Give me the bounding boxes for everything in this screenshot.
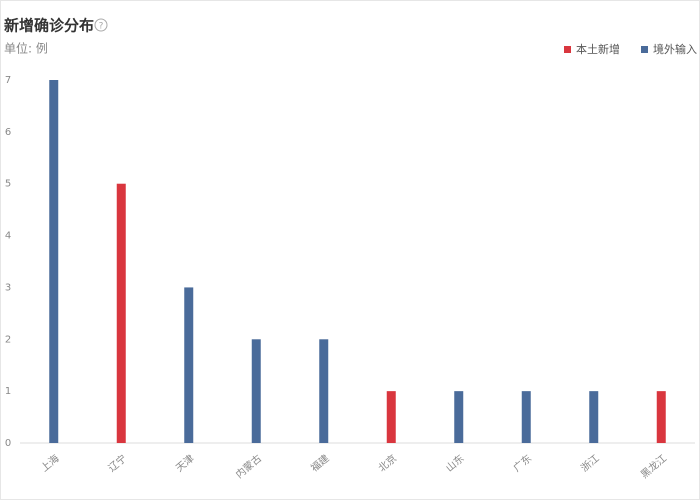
- y-tick-label: 5: [5, 179, 11, 190]
- help-icon-mark: ?: [99, 22, 104, 32]
- bar: [319, 339, 329, 443]
- legend-swatch: [641, 46, 648, 53]
- y-tick-label: 7: [5, 75, 11, 86]
- bar: [454, 391, 464, 443]
- chart-subtitle: 单位: 例: [4, 41, 48, 56]
- bar: [656, 391, 666, 443]
- bar: [386, 391, 396, 443]
- y-tick-label: 0: [5, 438, 11, 449]
- legend-label: 境外输入: [653, 42, 697, 56]
- y-tick-label: 6: [5, 127, 11, 138]
- y-tick-label: 1: [5, 386, 11, 397]
- bar: [521, 391, 531, 443]
- bar: [49, 80, 59, 443]
- legend-swatch: [564, 46, 571, 53]
- legend-label: 本土新增: [576, 42, 620, 56]
- bar: [184, 287, 194, 443]
- y-tick-label: 2: [5, 334, 11, 345]
- bar: [251, 339, 261, 443]
- y-tick-label: 3: [5, 282, 11, 293]
- bar: [589, 391, 599, 443]
- help-icon[interactable]: [94, 18, 108, 32]
- y-tick-label: 4: [5, 231, 11, 242]
- chart-title: 新增确诊分布: [4, 17, 94, 35]
- bar: [116, 183, 126, 443]
